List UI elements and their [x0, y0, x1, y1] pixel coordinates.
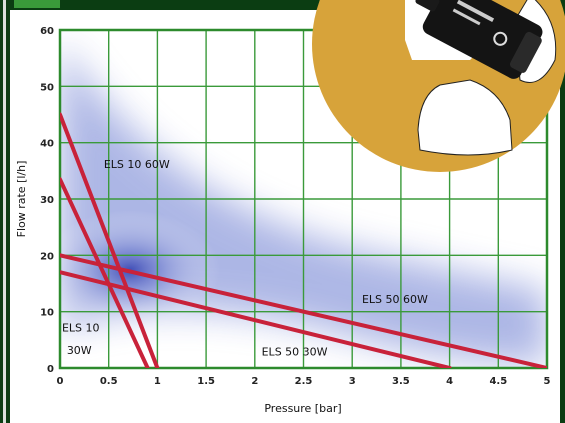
x-tick-label: 3	[349, 376, 356, 387]
x-tick-label: 4.5	[489, 376, 507, 387]
series-line-2	[60, 253, 547, 368]
x-tick-label: 1.5	[197, 376, 215, 387]
y-tick-label: 20	[40, 251, 54, 262]
x-tick-label: 0	[57, 376, 64, 387]
series-annotation: 30W	[67, 344, 92, 357]
series-annotation: ELS 10	[62, 321, 100, 334]
series-annotation: ELS 50 60W	[362, 293, 428, 306]
series-line-1	[60, 177, 150, 368]
y-tick-label: 50	[40, 82, 54, 93]
y-tick-label: 30	[40, 195, 54, 206]
series-annotation: ELS 50 30W	[262, 346, 328, 359]
annotations: ELS 10 60W ELS 10 30W ELS 50 60W ELS 50 30W	[62, 158, 428, 359]
x-axis-label: Pressure [bar]	[264, 402, 341, 415]
x-tick-label: 5	[544, 376, 551, 387]
y-tick-label: 0	[47, 364, 54, 375]
top-tab	[14, 0, 60, 8]
y-tick-label: 40	[40, 139, 54, 150]
hand-left	[417, 79, 513, 156]
x-tick-label: 1	[154, 376, 161, 387]
left-edge-line	[3, 0, 6, 423]
product-photo	[312, 0, 565, 172]
y-tick-label: 60	[40, 26, 54, 37]
series-line-3	[60, 270, 452, 368]
x-tick-label: 2.5	[295, 376, 313, 387]
y-tick-label: 10	[40, 308, 54, 319]
x-tick-label: 2	[251, 376, 258, 387]
series-line-0	[60, 112, 160, 368]
plot-frame	[58, 28, 549, 370]
pump-icon	[415, 0, 543, 79]
x-tick-label: 0.5	[100, 376, 118, 387]
y-axis-label: Flow rate [l/h]	[15, 161, 28, 238]
x-tick-label: 4	[446, 376, 453, 387]
series-annotation: ELS 10 60W	[104, 158, 170, 171]
series-lines	[60, 112, 547, 368]
x-tick-label: 3.5	[392, 376, 410, 387]
